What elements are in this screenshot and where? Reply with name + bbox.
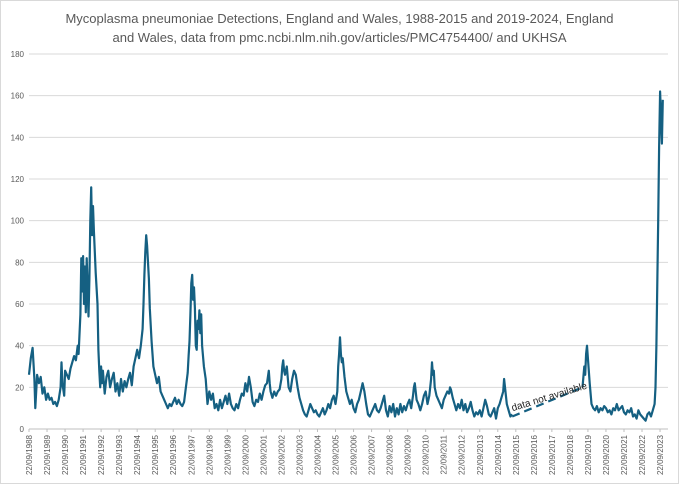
x-tick-label: 22/09/2013: [476, 434, 485, 475]
x-tick-label: 22/09/2005: [332, 434, 341, 475]
x-tick-label: 22/09/2015: [512, 434, 521, 475]
y-tick-label: 40: [15, 342, 24, 351]
x-tick-label: 22/09/1989: [43, 434, 52, 475]
x-tick-label: 22/09/1993: [115, 434, 124, 475]
annotations: data not available: [510, 381, 589, 415]
series-layer: [27, 90, 664, 422]
x-tick-label: 22/09/1992: [97, 434, 106, 475]
x-tick-label: 22/09/2012: [458, 434, 467, 475]
y-tick-label: 0: [20, 425, 25, 434]
x-tick-label: 22/09/2002: [277, 434, 286, 475]
x-tick-label: 22/09/2006: [350, 434, 359, 475]
x-tick-label: 22/09/2009: [404, 434, 413, 475]
x-tick-label: 22/09/1988: [25, 434, 34, 475]
series-line-0: [27, 186, 514, 420]
y-tick-label: 160: [11, 92, 25, 101]
y-axis-ticks: 0 20 40 60 80 100 120 140 160 180: [11, 50, 25, 434]
x-tick-label: 22/09/2021: [620, 434, 629, 475]
x-tick-label: 22/09/2004: [313, 434, 322, 475]
x-tick-label: 22/09/2008: [386, 434, 395, 475]
x-tick-label: 22/09/2019: [584, 434, 593, 475]
annotation-data-not-available: data not available: [510, 381, 589, 415]
chart-title-line-2: and Wales, data from pmc.ncbi.nlm.nih.go…: [112, 30, 567, 45]
x-tick-label: 22/09/2000: [241, 434, 250, 475]
x-tick-label: 22/09/1996: [169, 434, 178, 475]
x-tick-label: 22/09/1997: [187, 434, 196, 475]
chart-title: Mycoplasma pneumoniae Detections, Englan…: [0, 9, 679, 47]
y-tick-label: 140: [11, 133, 25, 142]
x-tick-label: 22/09/2010: [422, 434, 431, 475]
x-tick-label: 22/09/2016: [530, 434, 539, 475]
x-tick-label: 22/09/2020: [602, 434, 611, 475]
x-tick-label: 22/09/2018: [566, 434, 575, 475]
x-tick-label: 22/09/2007: [368, 434, 377, 475]
y-tick-label: 80: [15, 258, 24, 267]
y-tick-label: 180: [11, 50, 25, 59]
y-tick-label: 60: [15, 300, 24, 309]
x-tick-label: 22/09/2022: [638, 434, 647, 475]
x-tick-label: 22/09/1994: [133, 434, 142, 475]
gridlines: [29, 53, 668, 388]
y-tick-label: 100: [11, 217, 25, 226]
x-axis-ticks: 22/09/1988 22/09/1989 22/09/1990 22/09/1991…: [25, 429, 665, 475]
x-tick-label: 22/09/1990: [61, 434, 70, 475]
x-tick-label: 22/09/2017: [548, 434, 557, 475]
series-line-2: [581, 90, 664, 422]
x-tick-label: 22/09/2001: [259, 434, 268, 475]
x-tick-label: 22/09/1998: [205, 434, 214, 475]
y-tick-label: 120: [11, 175, 25, 184]
x-tick-label: 22/09/1995: [151, 434, 160, 475]
y-tick-label: 20: [15, 383, 24, 392]
x-tick-label: 22/09/1991: [79, 434, 88, 475]
x-tick-label: 22/09/2023: [656, 434, 665, 475]
x-tick-label: 22/09/2003: [295, 434, 304, 475]
x-tick-label: 22/09/1999: [223, 434, 232, 475]
chart-title-line-1: Mycoplasma pneumoniae Detections, Englan…: [65, 11, 614, 26]
x-tick-label: 22/09/2014: [494, 434, 503, 475]
x-tick-label: 22/09/2011: [440, 434, 449, 474]
